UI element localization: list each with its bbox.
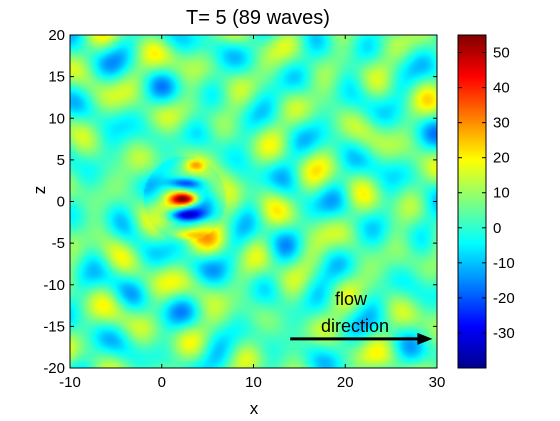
y-axis-label: z bbox=[30, 186, 49, 195]
x-tick-label: 30 bbox=[429, 374, 446, 391]
colorbar-tick-label: 50 bbox=[493, 45, 510, 62]
chart-title: T= 5 (89 waves) bbox=[186, 7, 330, 29]
y-tick-label: -20 bbox=[43, 360, 65, 377]
y-tick-label: 15 bbox=[48, 69, 65, 86]
y-tick-label: 20 bbox=[48, 27, 65, 44]
y-tick-label: 5 bbox=[57, 152, 65, 169]
y-tick-label: 10 bbox=[48, 110, 65, 127]
x-tick-label: -10 bbox=[59, 374, 81, 391]
flow-arrow-icon bbox=[417, 332, 433, 345]
heatmap-image bbox=[70, 35, 437, 368]
colorbar-tick-label: -30 bbox=[493, 325, 515, 342]
y-tick-label: 0 bbox=[57, 194, 65, 211]
colorbar-axis: 50 40 30 20 10 0 -10 -20 -30 bbox=[458, 45, 515, 342]
colorbar-tick-label: 0 bbox=[493, 220, 501, 237]
x-tick-label: 10 bbox=[245, 374, 262, 391]
y-tick-label: -10 bbox=[43, 277, 65, 294]
annotation-flow: flow bbox=[335, 289, 368, 309]
x-axis-label: x bbox=[250, 399, 259, 418]
x-axis: -10 0 10 20 30 bbox=[59, 35, 445, 391]
colorbar-tick-label: 10 bbox=[493, 185, 510, 202]
x-tick-label: 0 bbox=[158, 374, 166, 391]
colorbar-tick-label: -10 bbox=[493, 255, 515, 272]
x-tick-label: 20 bbox=[337, 374, 354, 391]
colorbar-tick-label: 20 bbox=[493, 150, 510, 167]
colorbar bbox=[457, 34, 487, 369]
colorbar-tick-label: -20 bbox=[493, 290, 515, 307]
y-axis: 20 15 10 5 0 -5 -10 -15 -20 bbox=[43, 27, 437, 377]
y-tick-label: -15 bbox=[43, 318, 65, 335]
annotation-direction: direction bbox=[321, 316, 389, 336]
y-tick-label: -5 bbox=[52, 235, 65, 252]
colorbar-tick-label: 40 bbox=[493, 80, 510, 97]
colorbar-tick-label: 30 bbox=[493, 115, 510, 132]
